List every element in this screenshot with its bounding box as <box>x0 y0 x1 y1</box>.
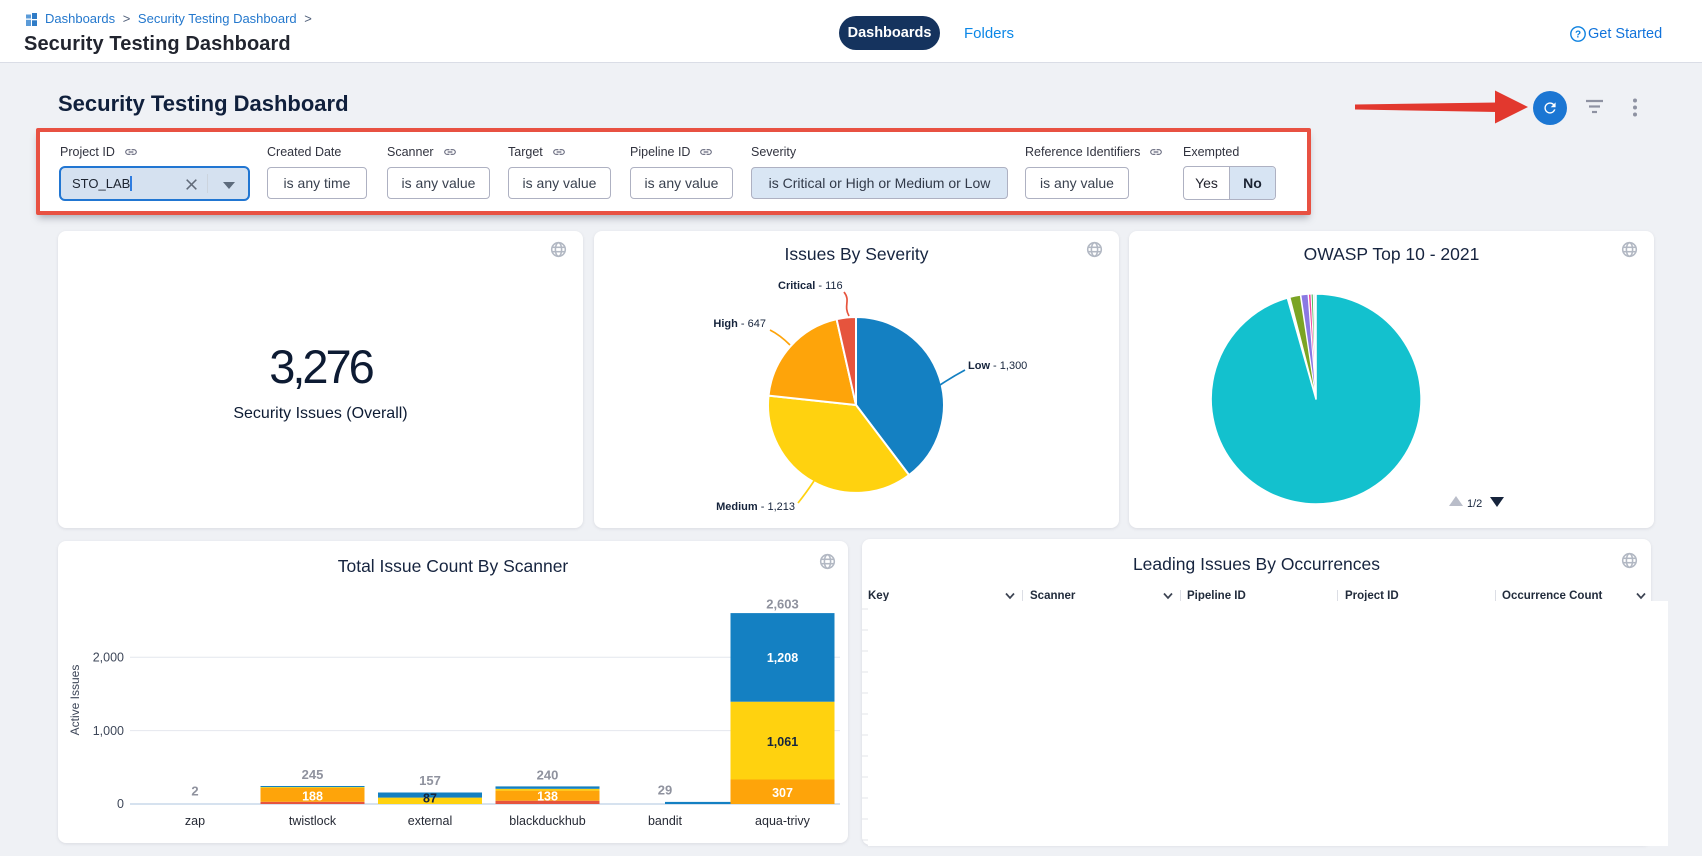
svg-text:blackduckhub: blackduckhub <box>509 814 585 828</box>
svg-text:0: 0 <box>117 797 124 811</box>
svg-text:external: external <box>408 814 452 828</box>
svg-text:138: 138 <box>537 790 558 804</box>
svg-text:Low - 1,300: Low - 1,300 <box>968 360 1027 372</box>
svg-text:?: ? <box>1575 30 1581 41</box>
svg-text:bandit: bandit <box>648 814 683 828</box>
svg-text:1,208: 1,208 <box>767 651 798 665</box>
svg-text:1/2: 1/2 <box>1467 498 1482 510</box>
svg-text:2,000: 2,000 <box>93 651 124 665</box>
svg-text:Critical - 116: Critical - 116 <box>778 280 843 292</box>
svg-text:aqua-trivy: aqua-trivy <box>755 814 811 828</box>
svg-text:2,603: 2,603 <box>766 597 799 612</box>
svg-text:307: 307 <box>772 786 793 800</box>
svg-text:240: 240 <box>537 768 559 783</box>
svg-text:245: 245 <box>302 767 324 782</box>
svg-text:157: 157 <box>419 773 441 788</box>
svg-text:87: 87 <box>423 792 437 806</box>
svg-text:Active Issues: Active Issues <box>68 665 82 736</box>
svg-text:188: 188 <box>302 790 323 804</box>
svg-text:29: 29 <box>658 783 672 798</box>
svg-text:Medium - 1,213: Medium - 1,213 <box>716 501 795 513</box>
svg-text:1,061: 1,061 <box>767 735 798 749</box>
svg-text:1,000: 1,000 <box>93 724 124 738</box>
svg-text:zap: zap <box>185 814 205 828</box>
svg-text:High - 647: High - 647 <box>713 318 766 330</box>
svg-text:twistlock: twistlock <box>289 814 337 828</box>
svg-text:2: 2 <box>191 784 198 799</box>
